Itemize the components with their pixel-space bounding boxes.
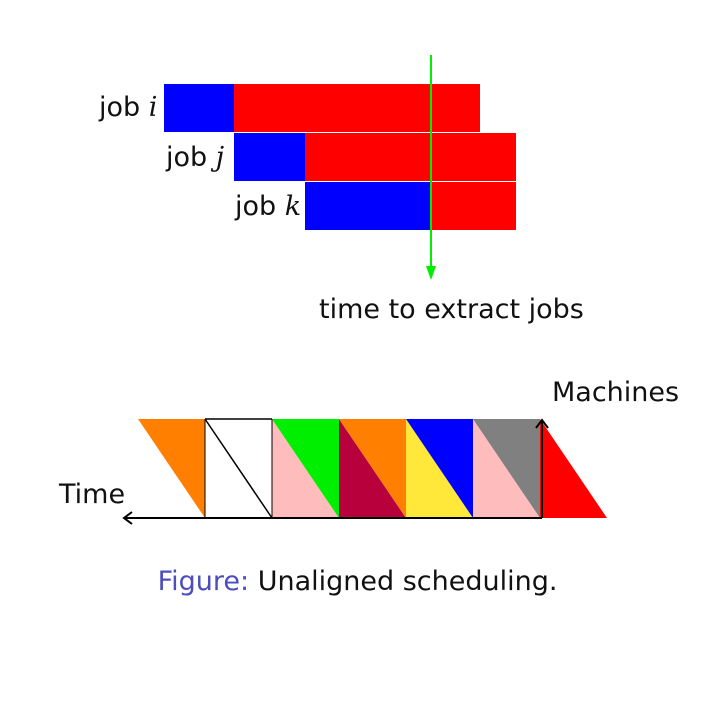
figure-caption-text: Unaligned scheduling. [249, 566, 558, 597]
figure-caption: Figure: Unaligned scheduling. [0, 566, 715, 597]
job-k-red-segment [431, 182, 516, 230]
machines-axis-arrowhead [535, 418, 549, 429]
job-j-label: job j [166, 142, 225, 173]
time-axis-arrowhead [122, 511, 133, 525]
slot-1-top [138, 419, 205, 518]
figure-caption-prefix: Figure: [157, 566, 250, 597]
job-i-label: job i [99, 92, 158, 123]
job-k-label: job k [235, 191, 302, 222]
job-i-blue-segment [164, 84, 234, 132]
job-j-blue-segment [234, 133, 305, 181]
job-i-red-segment [234, 84, 480, 132]
time-axis-label: Time [59, 479, 126, 510]
slot-2-diagonal [204, 418, 273, 519]
slot-3-top [272, 419, 339, 518]
job-j-red-segment [305, 133, 516, 181]
machines-axis-label: Machines [552, 377, 680, 408]
slot-6-top [473, 419, 540, 518]
slot-5-top [406, 419, 473, 518]
extract-time-label: time to extract jobs [319, 294, 584, 325]
slot-6-bottom [540, 419, 607, 518]
slot-4-top [339, 419, 406, 518]
job-k-blue-segment [305, 182, 431, 230]
